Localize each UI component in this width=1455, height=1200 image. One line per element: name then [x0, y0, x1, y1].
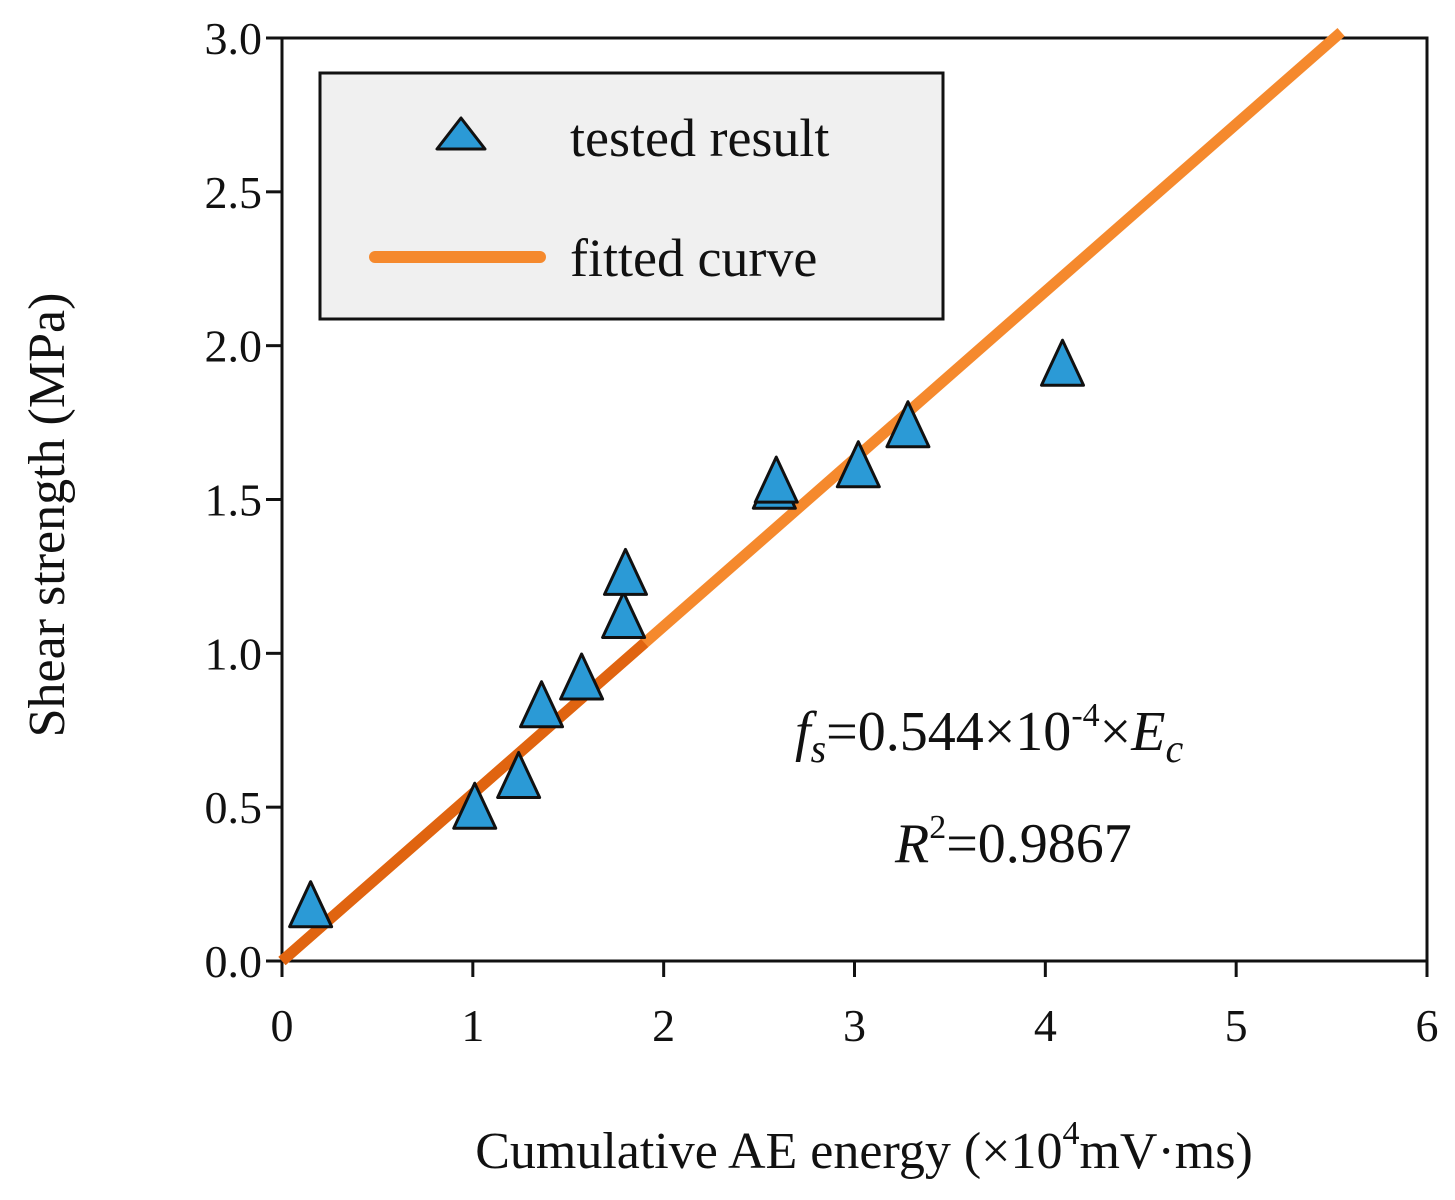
annotations: fs=0.544×10-4×Ec R2=0.9867	[795, 697, 1183, 875]
data-point	[1040, 338, 1086, 387]
x-tick-label: 2	[652, 1000, 675, 1051]
y-axis: 0.0 0.5 1.0 1.5 2.0 2.5 3.0	[205, 13, 282, 987]
x-tick-label: 6	[1416, 1000, 1439, 1051]
data-point	[559, 652, 605, 701]
x-tick-label: 4	[1034, 1000, 1057, 1051]
data-point	[601, 590, 647, 639]
y-axis-title: Shear strength (MPa)	[19, 293, 76, 738]
data-point	[496, 750, 542, 799]
data-point	[452, 781, 498, 830]
r-squared: R2=0.9867	[894, 809, 1132, 875]
legend: tested result fitted curve	[318, 71, 945, 321]
x-axis-title-sup: 4	[1062, 1115, 1079, 1152]
y-tick-label: 1.5	[205, 475, 263, 526]
x-tick-label: 3	[843, 1000, 866, 1051]
x-tick-label: 0	[271, 1000, 294, 1051]
r2-R: R	[894, 813, 929, 875]
fit-equation: fs=0.544×10-4×Ec	[795, 697, 1183, 771]
x-axis-title-suffix: mV·ms)	[1079, 1123, 1252, 1180]
x-tick-label: 1	[461, 1000, 484, 1051]
y-tick-label: 2.0	[205, 321, 263, 372]
eq-middle: =0.544×10	[826, 701, 1071, 763]
x-axis-title-prefix: Cumulative AE energy (×10	[475, 1123, 1062, 1180]
y-tick-label: 3.0	[205, 13, 263, 64]
tested-result-points	[288, 338, 1086, 929]
data-point	[603, 547, 648, 596]
r2-sup: 2	[929, 809, 946, 846]
x-axis: 0 1 2 3 4 5 6	[271, 961, 1439, 1051]
eq-E-sub: c	[1165, 726, 1183, 771]
legend-box	[318, 71, 945, 321]
x-tick-label: 5	[1225, 1000, 1248, 1051]
eq-exp: -4	[1071, 697, 1099, 734]
y-tick-label: 1.0	[205, 628, 263, 679]
x-axis-title: Cumulative AE energy (×104mV·ms)	[475, 1115, 1253, 1180]
data-point	[288, 880, 334, 929]
r2-value: =0.9867	[946, 813, 1132, 875]
data-point	[753, 455, 799, 504]
legend-marker-triangle	[435, 116, 487, 151]
data-point	[519, 680, 565, 729]
legend-label-tested-result: tested result	[570, 108, 829, 168]
eq-times: ×	[1100, 701, 1132, 763]
eq-f-sub: s	[811, 726, 827, 771]
y-tick-label: 2.5	[205, 167, 263, 218]
eq-E: E	[1130, 701, 1165, 763]
data-point	[835, 440, 881, 489]
y-tick-label: 0.0	[205, 936, 263, 987]
y-tick-label: 0.5	[205, 782, 263, 833]
legend-label-fitted-curve: fitted curve	[570, 228, 817, 288]
data-point	[885, 400, 931, 449]
